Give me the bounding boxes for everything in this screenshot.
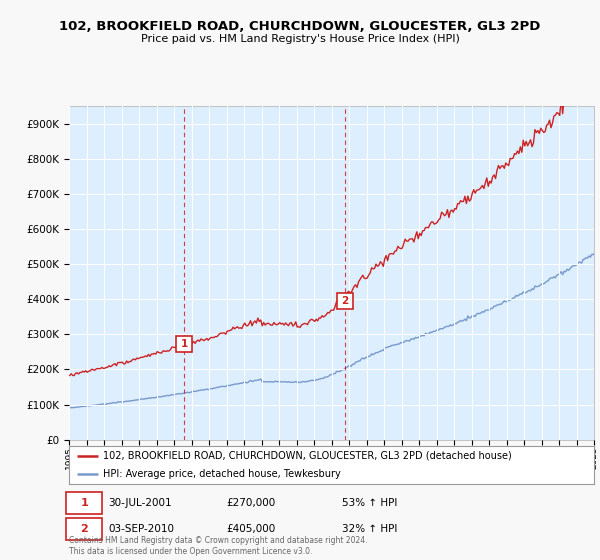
Text: 03-SEP-2010: 03-SEP-2010	[109, 524, 175, 534]
Text: HPI: Average price, detached house, Tewkesbury: HPI: Average price, detached house, Tewk…	[103, 469, 341, 479]
Text: 102, BROOKFIELD ROAD, CHURCHDOWN, GLOUCESTER, GL3 2PD (detached house): 102, BROOKFIELD ROAD, CHURCHDOWN, GLOUCE…	[103, 451, 512, 461]
Text: 2: 2	[341, 296, 348, 306]
Text: 53% ↑ HPI: 53% ↑ HPI	[342, 498, 397, 508]
Text: Price paid vs. HM Land Registry's House Price Index (HPI): Price paid vs. HM Land Registry's House …	[140, 34, 460, 44]
Text: Contains HM Land Registry data © Crown copyright and database right 2024.
This d: Contains HM Land Registry data © Crown c…	[69, 536, 367, 556]
Text: 1: 1	[80, 498, 88, 508]
Text: 1: 1	[181, 339, 188, 349]
FancyBboxPatch shape	[67, 492, 102, 514]
Text: £270,000: £270,000	[227, 498, 276, 508]
Text: 30-JUL-2001: 30-JUL-2001	[109, 498, 172, 508]
Text: 32% ↑ HPI: 32% ↑ HPI	[342, 524, 397, 534]
FancyBboxPatch shape	[67, 518, 102, 540]
Text: 102, BROOKFIELD ROAD, CHURCHDOWN, GLOUCESTER, GL3 2PD: 102, BROOKFIELD ROAD, CHURCHDOWN, GLOUCE…	[59, 20, 541, 32]
Text: £405,000: £405,000	[227, 524, 276, 534]
Text: 2: 2	[80, 524, 88, 534]
